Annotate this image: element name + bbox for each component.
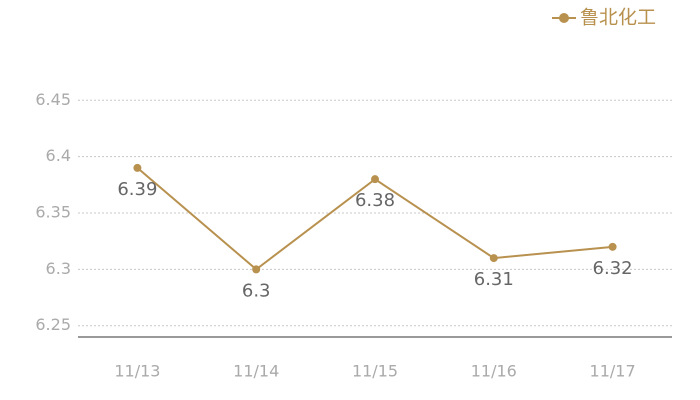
- x-tick-label: 11/13: [114, 362, 160, 381]
- data-label: 6.39: [117, 179, 157, 200]
- data-point: [489, 254, 498, 263]
- data-point: [252, 265, 261, 274]
- y-tick-label: 6.35: [35, 203, 71, 222]
- y-tick-label: 6.4: [46, 146, 71, 165]
- data-label: 6.32: [593, 258, 633, 279]
- data-point: [371, 175, 379, 184]
- data-point: [608, 242, 617, 251]
- data-label: 6.3: [242, 280, 271, 301]
- legend-label: 鲁北化工: [580, 7, 656, 29]
- x-tick-label: 11/16: [471, 362, 517, 381]
- data-point: [133, 163, 142, 172]
- y-tick-label: 6.3: [46, 259, 71, 278]
- data-label: 6.38: [355, 190, 395, 211]
- y-tick-label: 6.25: [35, 315, 71, 334]
- x-tick-label: 11/17: [590, 362, 636, 381]
- y-tick-label: 6.45: [35, 90, 71, 109]
- x-tick-label: 11/15: [352, 362, 398, 381]
- data-label: 6.31: [474, 269, 514, 290]
- legend-marker: [559, 13, 569, 23]
- x-tick-label: 11/14: [233, 362, 279, 381]
